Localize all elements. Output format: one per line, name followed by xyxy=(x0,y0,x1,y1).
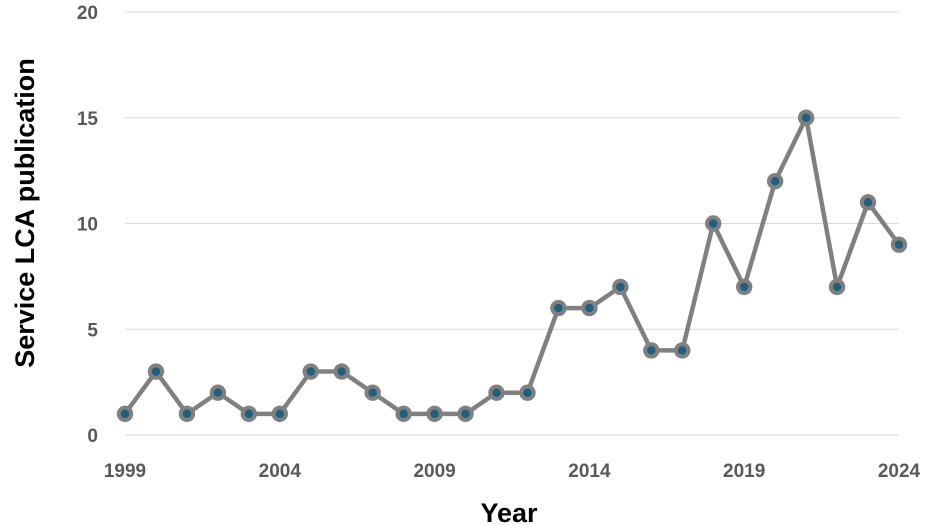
data-point-2015 xyxy=(612,278,629,296)
gridlines xyxy=(125,11,899,436)
data-point-2004 xyxy=(271,405,288,423)
y-tick-label: 5 xyxy=(87,320,98,341)
x-tick-label: 2024 xyxy=(878,461,921,482)
data-point-2009 xyxy=(426,405,443,423)
data-point-2002 xyxy=(209,384,227,401)
x-axis-title: Year xyxy=(480,498,538,525)
y-axis-ticks: 0 5 10 15 20 xyxy=(77,3,99,447)
data-point-2012 xyxy=(519,384,536,401)
y-tick-label: 15 xyxy=(77,109,99,130)
data-point-2021 xyxy=(797,109,815,126)
data-point-2018 xyxy=(705,215,722,232)
x-tick-label: 1999 xyxy=(104,461,146,482)
x-tick-label: 2004 xyxy=(259,461,302,482)
y-tick-label: 0 xyxy=(87,426,98,447)
data-point-2006 xyxy=(333,363,350,380)
y-tick-label: 10 xyxy=(77,215,98,236)
data-point-2001 xyxy=(178,405,196,423)
data-point-2023 xyxy=(859,194,877,211)
data-point-2013 xyxy=(550,299,567,317)
data-point-2016 xyxy=(643,342,660,359)
x-tick-label: 2019 xyxy=(723,461,765,482)
data-point-2010 xyxy=(457,405,474,423)
data-point-2003 xyxy=(240,405,258,423)
x-tick-label: 2014 xyxy=(568,461,611,482)
data-point-2020 xyxy=(766,173,784,190)
data-point-2022 xyxy=(828,278,846,296)
data-point-2019 xyxy=(736,278,753,296)
data-point-2007 xyxy=(364,384,381,401)
y-tick-label: 20 xyxy=(77,3,98,24)
data-point-2024 xyxy=(890,236,908,253)
x-tick-label: 2009 xyxy=(413,461,455,482)
data-point-2008 xyxy=(395,405,412,423)
data-point-2014 xyxy=(581,299,598,317)
data-point-2017 xyxy=(674,342,691,359)
data-point-2011 xyxy=(488,384,505,401)
x-axis-ticks: 1999 2004 2009 2014 2019 2024 xyxy=(104,461,921,482)
data-points xyxy=(116,109,908,423)
data-point-1999 xyxy=(116,405,134,423)
data-point-2000 xyxy=(147,363,165,380)
data-point-2005 xyxy=(302,363,319,380)
y-axis-title: Service LCA publication xyxy=(10,58,40,368)
series-line xyxy=(122,115,902,417)
